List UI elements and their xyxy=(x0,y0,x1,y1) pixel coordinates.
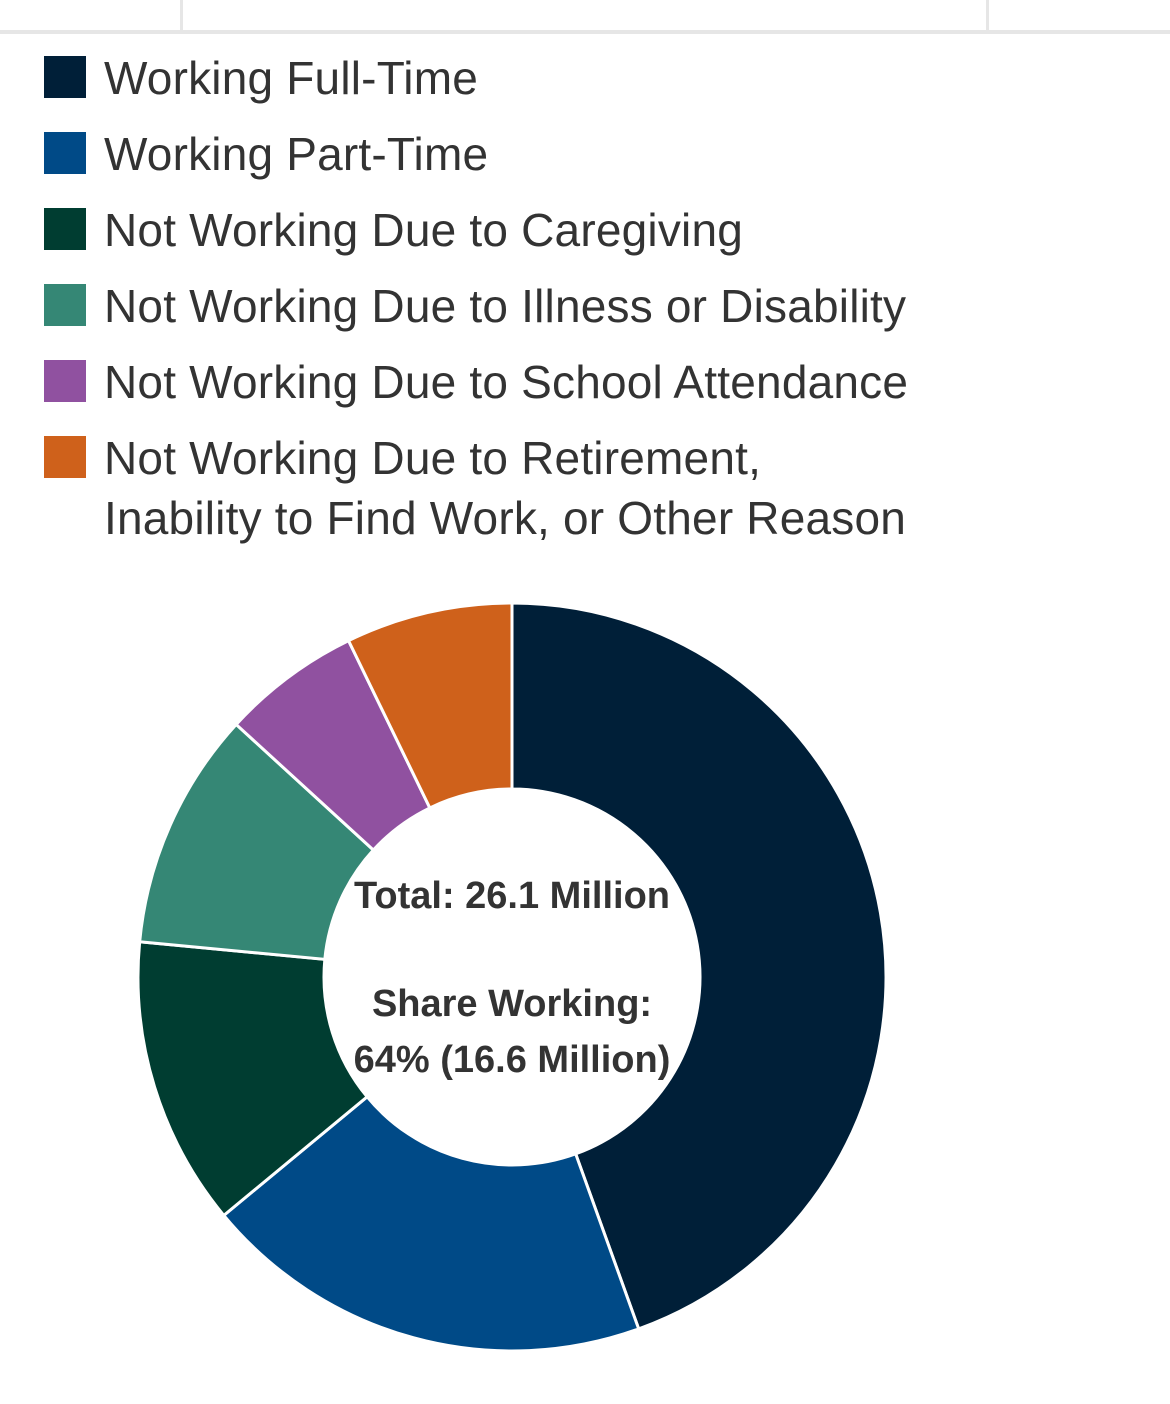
top-divider xyxy=(180,0,183,30)
donut-slices xyxy=(136,601,888,1353)
legend-swatch xyxy=(44,360,86,402)
legend-swatch xyxy=(44,436,86,478)
legend-swatch xyxy=(44,208,86,250)
legend-item: Not Working Due to Illness or Disability xyxy=(44,276,1104,336)
center-total-label: Total: 26.1 Million xyxy=(354,875,670,917)
chart-legend: Working Full-Time Working Part-Time Not Wo… xyxy=(44,48,1104,564)
legend-swatch xyxy=(44,56,86,98)
legend-label: Working Part-Time xyxy=(104,128,489,180)
donut-chart: Total: 26.1 Million Share Working: 64% (… xyxy=(136,601,888,1353)
donut-slice xyxy=(221,1094,641,1353)
legend-item: Not Working Due to Caregiving xyxy=(44,200,1104,260)
legend-label: Not Working Due to Retirement, Inability … xyxy=(104,432,907,544)
top-border xyxy=(0,0,1170,34)
legend-item: Not Working Due to School Attendance xyxy=(44,352,1104,412)
donut-slice xyxy=(510,601,888,1331)
legend-swatch xyxy=(44,132,86,174)
legend-item: Working Part-Time xyxy=(44,124,1104,184)
top-divider xyxy=(986,0,989,30)
legend-label: Working Full-Time xyxy=(104,52,479,104)
legend-item: Not Working Due to Retirement, Inability … xyxy=(44,428,1104,548)
legend-item: Working Full-Time xyxy=(44,48,1104,108)
center-share-value: 64% (16.6 Million) xyxy=(354,1039,671,1081)
donut-slice xyxy=(138,722,376,961)
donut-slice xyxy=(136,940,370,1218)
legend-label: Not Working Due to Illness or Disability xyxy=(104,280,907,332)
center-share-heading: Share Working: xyxy=(372,983,652,1025)
legend-label: Not Working Due to School Attendance xyxy=(104,356,909,408)
legend-label: Not Working Due to Caregiving xyxy=(104,204,744,256)
legend-swatch xyxy=(44,284,86,326)
donut-slice xyxy=(346,601,514,810)
